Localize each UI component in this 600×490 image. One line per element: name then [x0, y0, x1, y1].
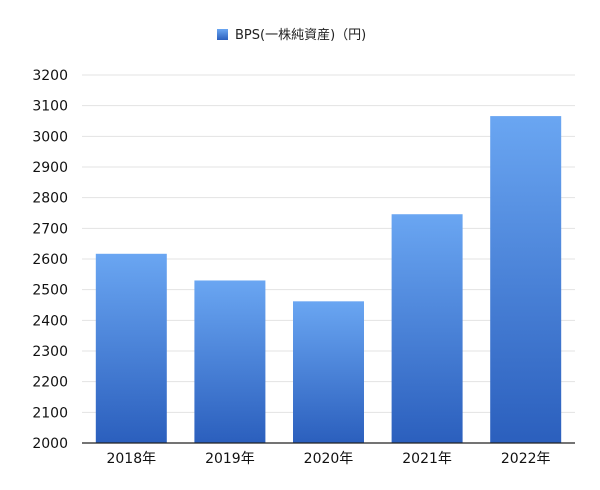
- legend: BPS(一株純資産)（円): [217, 27, 366, 43]
- y-tick-label: 2000: [32, 436, 68, 452]
- y-tick-label: 2300: [32, 344, 68, 360]
- bars: [95, 116, 562, 444]
- x-tick-label: 2022年: [501, 451, 551, 467]
- x-tick-labels: 2018年 2019年 2020年 2021年 2022年: [106, 451, 550, 467]
- y-tick-label: 3000: [32, 129, 68, 145]
- y-tick-labels: 2000 2100 2200 2300 2400 2500 2600 2700 2800 2900…: [32, 68, 68, 452]
- y-tick-label: 2400: [32, 313, 68, 329]
- y-tick-label: 2100: [32, 405, 68, 421]
- x-tick-label: 2019年: [205, 451, 255, 467]
- x-tick-label: 2021年: [402, 451, 452, 467]
- y-tick-label: 2900: [32, 160, 68, 176]
- bar: [95, 253, 167, 443]
- bar: [391, 214, 463, 443]
- bar: [194, 280, 266, 443]
- x-tick-label: 2018年: [106, 451, 156, 467]
- y-tick-label: 2200: [32, 375, 68, 391]
- y-tick-label: 2700: [32, 221, 68, 237]
- y-tick-label: 2600: [32, 252, 68, 268]
- y-tick-label: 2800: [32, 191, 68, 207]
- x-tick-label: 2020年: [304, 451, 354, 467]
- y-tick-label: 2500: [32, 283, 68, 299]
- legend-label: BPS(一株純資産)（円): [235, 27, 366, 43]
- y-tick-label: 3100: [32, 99, 68, 115]
- y-tick-label: 3200: [32, 68, 68, 84]
- bar: [490, 116, 562, 444]
- bar: [293, 301, 364, 443]
- legend-swatch: [217, 29, 228, 40]
